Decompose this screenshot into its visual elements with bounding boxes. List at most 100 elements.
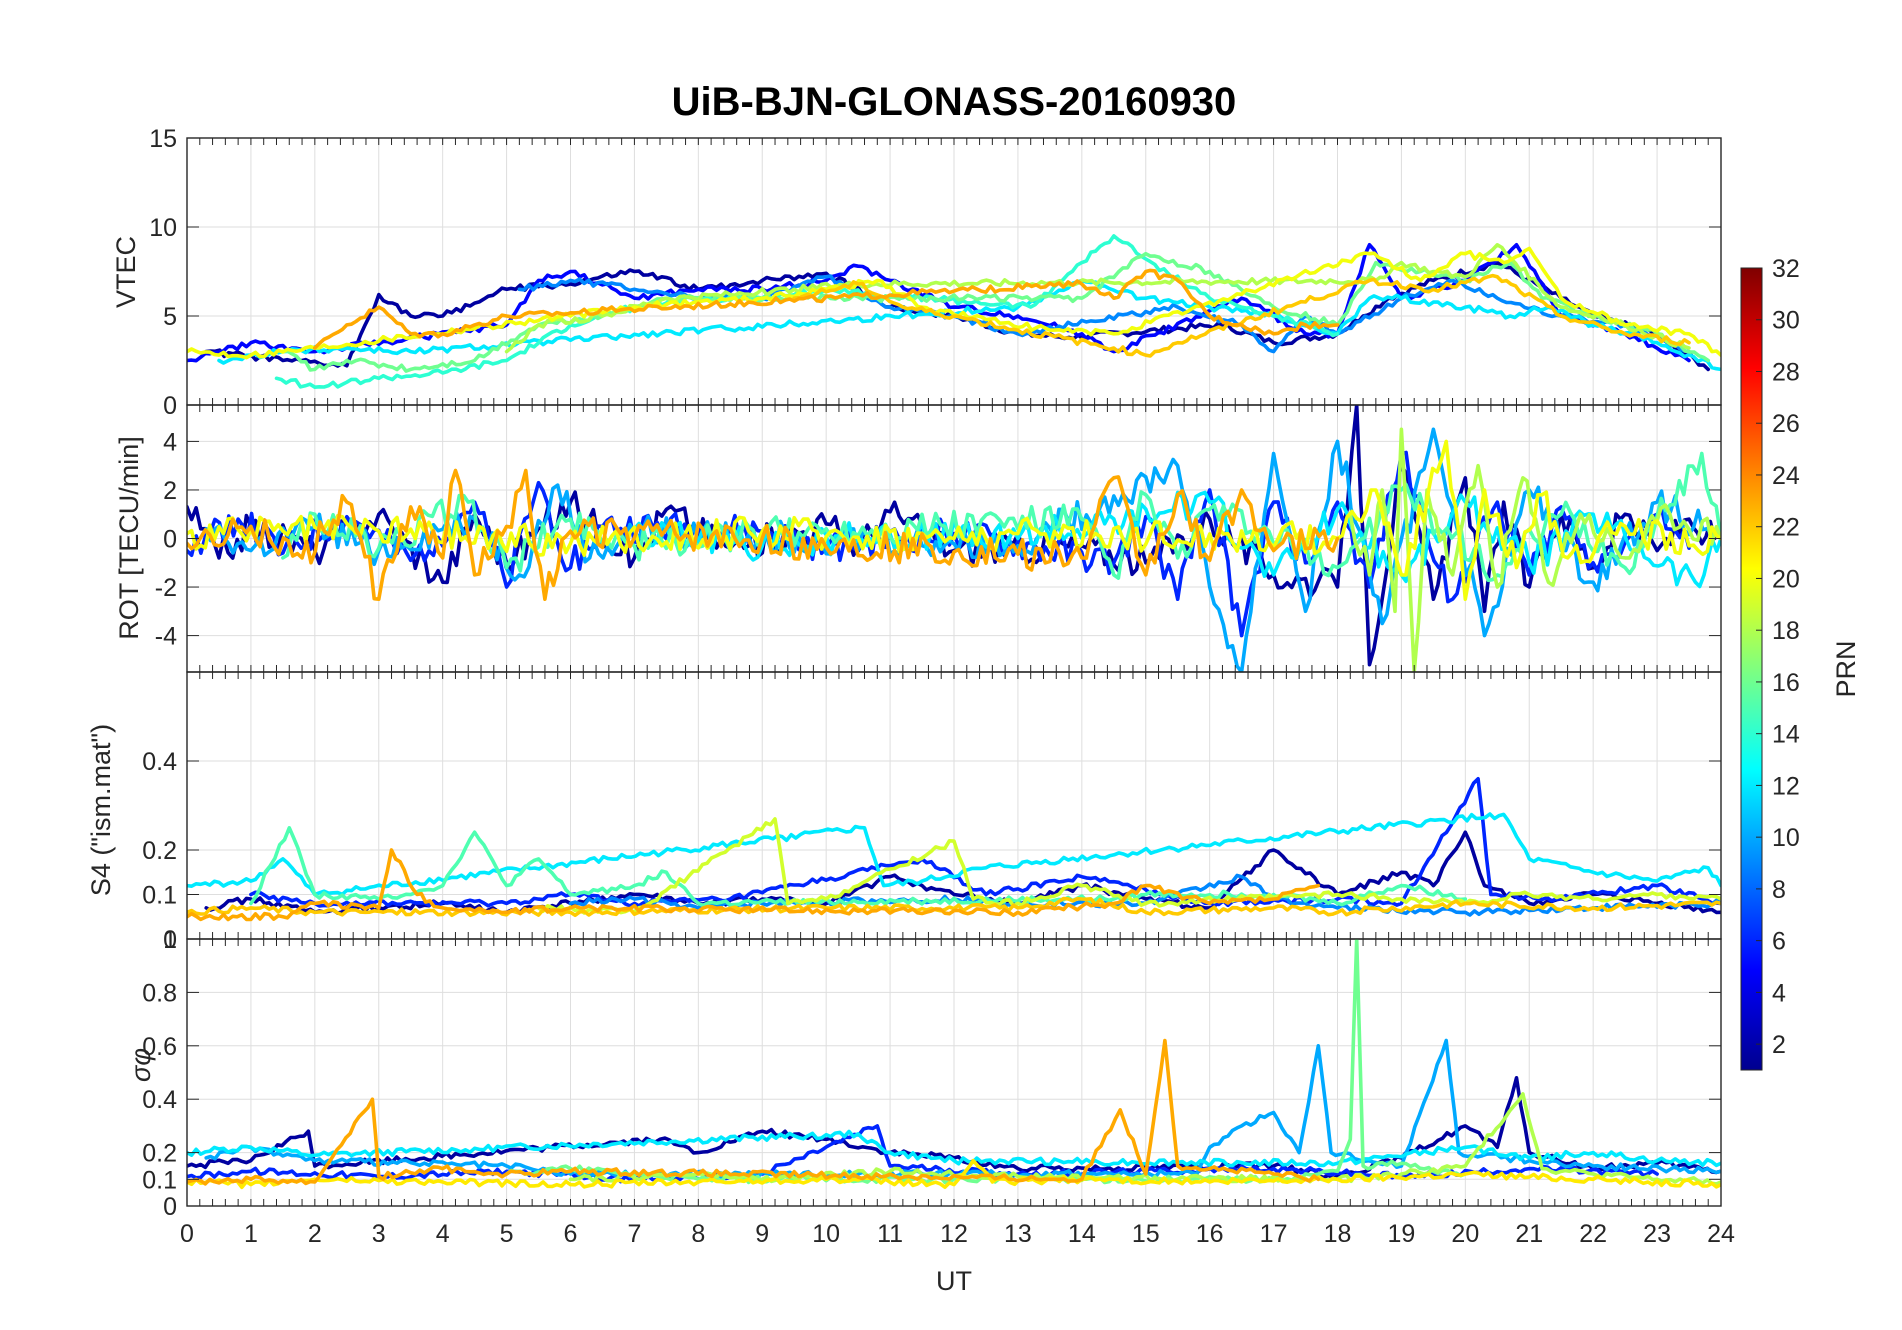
- rot-ytick-label: 2: [163, 477, 177, 505]
- colorbar-tick-label: 14: [1772, 721, 1800, 749]
- x-tick-label: 19: [1388, 1220, 1416, 1248]
- x-tick-label: 15: [1132, 1220, 1160, 1248]
- x-tick-label: 14: [1068, 1220, 1096, 1248]
- colorbar-tick-label: 28: [1772, 358, 1800, 386]
- x-tick-label: 16: [1196, 1220, 1224, 1248]
- s4-series-prn-15: [249, 826, 1468, 908]
- rot-series-prn-23: [187, 468, 1340, 601]
- rot-series-prn-2: [187, 405, 1717, 667]
- x-tick-label: 10: [812, 1220, 840, 1248]
- x-tick-label: 2: [308, 1220, 322, 1248]
- rot-series-prn-15: [281, 451, 1721, 583]
- sigma-phi-series-group: [187, 939, 1721, 1190]
- sigma_phi-series-prn-12: [187, 1129, 1721, 1168]
- rot-ytick-label: 4: [163, 428, 177, 456]
- sigma_phi-ytick-label: 0.8: [142, 979, 177, 1007]
- colorbar-tick-label: 26: [1772, 410, 1800, 438]
- x-tick-label: 20: [1451, 1220, 1479, 1248]
- colorbar-tick-label: 22: [1772, 514, 1800, 542]
- sigma-phi-axes-frame: [186, 938, 1722, 1207]
- colorbar-tick-label: 4: [1772, 979, 1786, 1007]
- sigma_phi-ytick-label: 0: [163, 1193, 177, 1221]
- sigma_phi-series-prn-21: [187, 1158, 1721, 1190]
- colorbar-gradient: [1740, 267, 1763, 1071]
- s4-ytick-label: 0: [163, 926, 177, 954]
- sigma_phi-ytick-label: 0.6: [142, 1033, 177, 1061]
- x-tick-label: 4: [436, 1220, 450, 1248]
- x-tick-label: 17: [1260, 1220, 1288, 1248]
- s4-ytick-label: 0.2: [142, 837, 177, 865]
- vtec-ytick-label: 5: [163, 303, 177, 331]
- vtec-series-prn-5: [187, 243, 1691, 363]
- x-tick-label: 22: [1579, 1220, 1607, 1248]
- panel-vtec: 0 5 10 15 VTEC: [111, 125, 1722, 420]
- colorbar-tick-label: 24: [1772, 462, 1800, 490]
- sigma_phi-ytick-label: 0.4: [142, 1086, 177, 1114]
- vtec-ytick-label: 15: [149, 125, 177, 153]
- x-tick-label: 7: [627, 1220, 641, 1248]
- sigma_phi-ytick-label: 0.1: [142, 1166, 177, 1194]
- x-tick-label: 0: [180, 1220, 194, 1248]
- x-tick-label: 9: [755, 1220, 769, 1248]
- x-tick-label: 21: [1515, 1220, 1543, 1248]
- vtec-ytick-label: 0: [163, 392, 177, 420]
- sigma-phi-ticks: 00.10.20.40.60.810 1 2 3 4 5 6 7 8 9 10 11 12 13 14 15 1…: [142, 926, 1735, 1248]
- colorbar-tick-label: 30: [1772, 307, 1800, 335]
- rot-ticks: -4 -2 0 2 4: [155, 405, 1722, 672]
- s4-ytick-label: 0.4: [142, 748, 177, 776]
- s4-series-group: [187, 777, 1721, 922]
- colorbar-tick-label: 8: [1772, 876, 1786, 904]
- x-tick-label: 1: [244, 1220, 258, 1248]
- sigma_phi-ytick-label: 1: [163, 926, 177, 954]
- vtec-series-prn-23: [313, 268, 1340, 350]
- colorbar-tick-label: 12: [1772, 772, 1800, 800]
- s4-ticks: 0 0.1 0.2 0.4: [142, 672, 1722, 954]
- s4-ytick-label: 0.1: [142, 882, 177, 910]
- x-tick-label: 13: [1004, 1220, 1032, 1248]
- x-tick-label: 18: [1324, 1220, 1352, 1248]
- colorbar-label: PRN: [1831, 640, 1861, 697]
- colorbar-tick-label: 20: [1772, 565, 1800, 593]
- vtec-series-group: [187, 234, 1721, 389]
- rot-series-group: [187, 405, 1721, 672]
- s4-ylabel: S4 ("ism.mat"): [86, 724, 116, 896]
- panel-sigma-phi: 00.10.20.40.60.810 1 2 3 4 5 6 7 8 9 10 11 12 13 14 15 1…: [126, 926, 1735, 1248]
- x-tick-label: 23: [1643, 1220, 1671, 1248]
- colorbar-tick-label: 6: [1772, 928, 1786, 956]
- s4-series-prn-19: [536, 817, 1721, 915]
- colorbar-tick-label: 2: [1772, 1031, 1786, 1059]
- colorbar-tick-label: 32: [1772, 255, 1800, 283]
- colorbar-tick-label: 16: [1772, 669, 1800, 697]
- colorbar-tick-label: 10: [1772, 824, 1800, 852]
- vtec-ytick-label: 10: [149, 214, 177, 242]
- vtec-series-prn-12: [217, 278, 1721, 372]
- x-axis-label: UT: [936, 1266, 972, 1296]
- s4-series-prn-6: [249, 777, 1721, 909]
- vtec-grid: [186, 137, 1722, 406]
- panel-rot: -4 -2 0 2 4 ROT [TECU/min]: [114, 404, 1722, 673]
- vtec-series-prn-18: [504, 243, 1691, 354]
- rot-ylabel: ROT [TECU/min]: [114, 436, 144, 640]
- x-tick-label: 5: [500, 1220, 514, 1248]
- rot-series-prn-18: [1348, 427, 1721, 672]
- s4-series-prn-23: [187, 848, 1321, 922]
- x-tick-label: 3: [372, 1220, 386, 1248]
- s4-series-prn-22: [187, 896, 1721, 918]
- rot-ytick-label: -2: [155, 574, 177, 602]
- vtec-ylabel: VTEC: [111, 236, 141, 308]
- rot-ytick-label: -4: [155, 623, 177, 651]
- chart-title: UiB-BJN-GLONASS-20160930: [672, 80, 1237, 124]
- x-tick-label: 11: [877, 1220, 903, 1248]
- sigma_phi-series-prn-23: [187, 1038, 1321, 1186]
- panel-s4: 0 0.1 0.2 0.4 S4 ("ism.mat"): [86, 671, 1722, 954]
- x-tick-label: 24: [1707, 1220, 1735, 1248]
- rot-ytick-label: 0: [163, 526, 177, 554]
- x-tick-label: 8: [691, 1220, 705, 1248]
- sigma-phi-ylabel: σφ: [126, 1048, 156, 1082]
- s4-series-prn-2: [204, 830, 1721, 915]
- s4-series-prn-12: [187, 812, 1721, 897]
- sigma_phi-ytick-label: 0.2: [142, 1140, 177, 1168]
